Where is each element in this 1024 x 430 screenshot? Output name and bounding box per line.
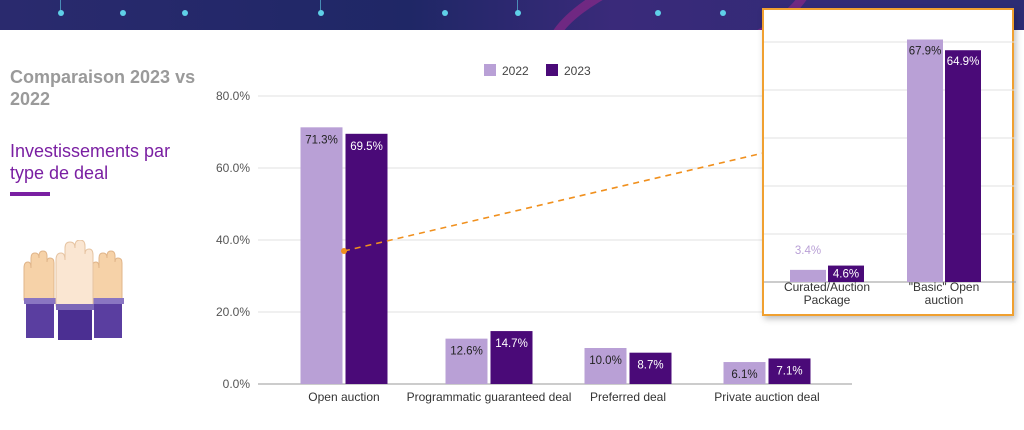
bar-2023 [768,358,811,384]
bar-2022 [445,338,488,384]
main-y-tick-label: 0.0% [223,377,251,391]
inset-bars [790,39,981,282]
legend-swatch-2023 [546,64,558,76]
zoom-arrow [341,148,776,254]
bar-2022 [300,127,343,384]
zoom-inset-panel: 3.4% 4.6% 67.9% 64.9% Curated/Auction Packag… [762,8,1016,316]
inset-x-tick-label: Curated/Auction [784,280,870,294]
main-y-tick-label: 40.0% [216,233,250,247]
banner-line [320,0,321,12]
inset-bar-2023 [828,265,864,282]
inset-x-tick-label: "Basic" Open [909,280,980,294]
subtitle-underline [10,192,50,196]
banner-dot [442,10,448,16]
bar-2023 [345,133,388,384]
banner-dot [318,10,324,16]
main-x-axis: Open auction Programmatic guaranteed deal… [308,390,819,404]
legend-label-2022: 2022 [502,64,529,78]
bar-2022 [723,362,766,384]
main-y-axis: 0.0% 20.0% 40.0% 60.0% 80.0% [216,89,250,391]
chart-legend: 2022 2023 [484,64,591,78]
bar-2023 [629,352,672,384]
legend-label-2023: 2023 [564,64,591,78]
page-title: Comparaison 2023 vs 2022 [10,67,196,109]
main-data-labels: 71.3% 69.5% 12.6% 14.7% 10.0% 8.7% 6.1% 7.1% [305,134,802,381]
banner-dot [515,10,521,16]
bar-2022 [584,348,627,384]
data-label-2022: 10.0% [589,355,622,367]
main-y-tick-label: 20.0% [216,305,250,319]
x-tick-label: Private auction deal [714,390,819,404]
right-hand-icon [91,250,124,338]
inset-data-labels: 3.4% 4.6% 67.9% 64.9% [795,46,979,281]
data-label-2022: 6.1% [731,369,757,381]
x-tick-label: Preferred deal [590,390,666,404]
x-tick-label: Programmatic guaranteed deal [407,390,572,404]
data-label-2023: 7.1% [776,365,802,377]
dashed-arrow-line [343,150,773,252]
banner-dot [182,10,188,16]
banner-line [517,0,518,12]
inset-data-label-2023: 4.6% [833,269,859,281]
inset-data-label-2023: 64.9% [947,56,980,68]
banner-dot [58,10,64,16]
inset-bar-chart: 3.4% 4.6% 67.9% 64.9% Curated/AuctionPackag… [764,39,1016,307]
center-hand-icon [55,240,94,340]
raised-hands-icon [23,240,124,340]
data-label-2022: 71.3% [305,134,338,146]
data-label-2023: 14.7% [495,338,528,350]
arrow-origin-dot [341,248,347,254]
inset-data-label-2022: 67.9% [909,46,942,58]
inset-bar-2023 [945,50,981,282]
legend-swatch-2022 [484,64,496,76]
inset-bar-2022 [907,39,943,282]
main-y-tick-label: 80.0% [216,89,250,103]
inset-x-tick-label: auction [925,293,964,307]
banner-dot [120,10,126,16]
main-bars [300,127,811,384]
data-label-2023: 8.7% [637,360,663,372]
bar-2023 [490,331,533,384]
left-hand-icon [23,250,56,338]
x-tick-label: Open auction [308,390,379,404]
inset-x-tick-label: Package [804,293,851,307]
data-label-2023: 69.5% [350,141,383,153]
banner-line [60,0,61,12]
main-y-tick-label: 60.0% [216,161,250,175]
banner-dot [720,10,726,16]
inset-data-label-2022: 3.4% [795,245,821,257]
banner-dot [655,10,661,16]
inset-bar-2022 [790,269,826,282]
page-subtitle: Investissements par type de deal [10,141,171,183]
data-label-2022: 12.6% [450,346,483,358]
